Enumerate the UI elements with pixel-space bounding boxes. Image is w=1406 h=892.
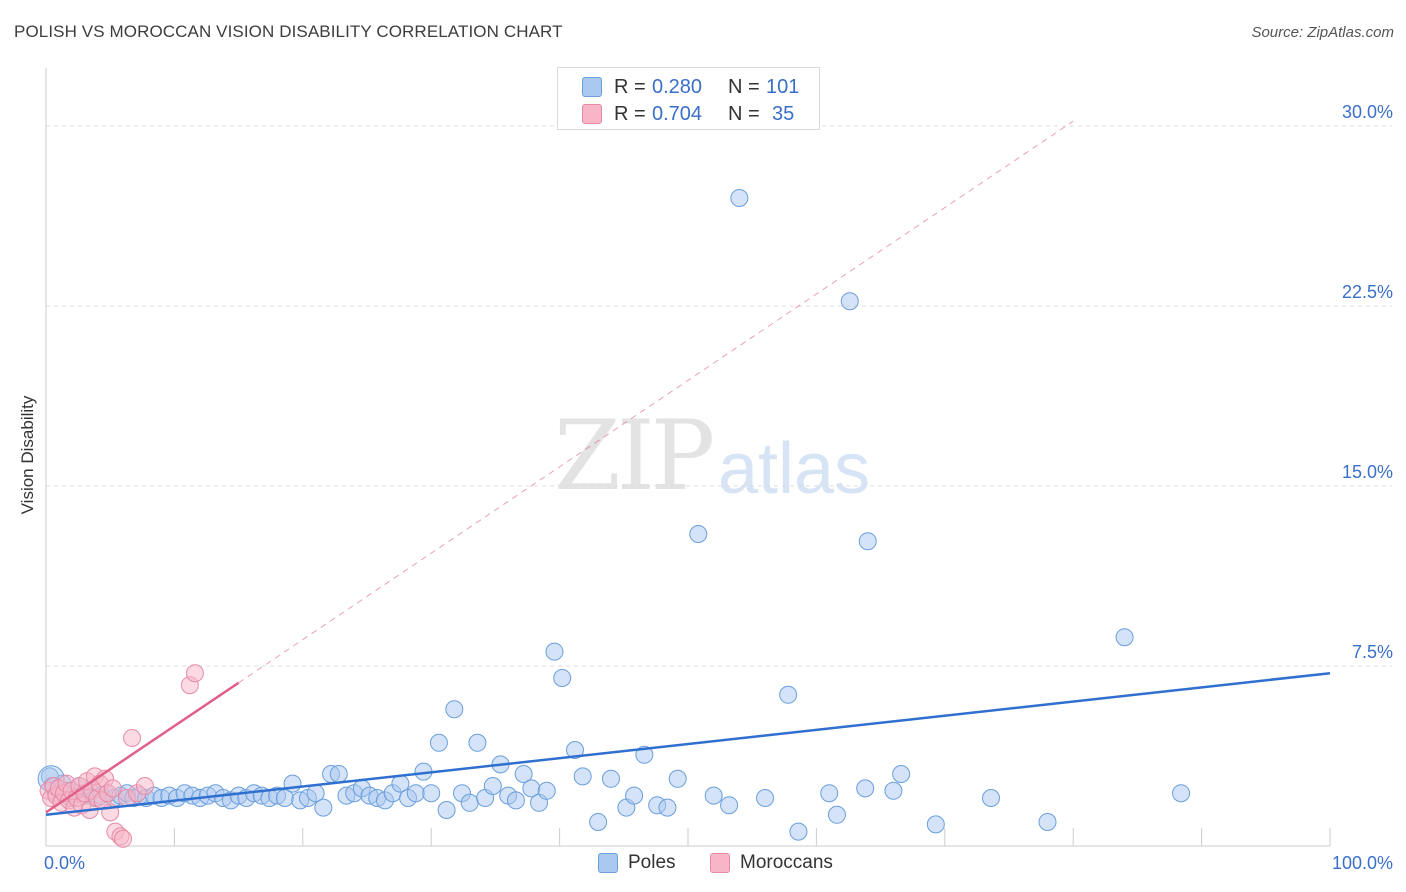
axis-layer: [45, 68, 1331, 847]
poles-point: [406, 784, 425, 803]
poles-point: [329, 765, 348, 783]
poles-point: [445, 700, 464, 719]
poles-point: [468, 733, 487, 752]
poles-point: [566, 741, 585, 759]
moroccans-point: [103, 779, 122, 798]
poles-point: [635, 745, 654, 764]
poles-point: [553, 669, 572, 687]
moroccans-n-value: 35: [772, 102, 795, 125]
poles-legend-swatch: [598, 853, 618, 873]
poles-point: [658, 798, 677, 817]
source-label: Source: ZipAtlas.com: [1251, 24, 1394, 41]
poles-r-label: R =: [614, 75, 646, 98]
poles-point: [437, 801, 456, 819]
moroccans-point: [114, 829, 133, 848]
y-tick-label: 15.0%: [1342, 462, 1393, 482]
moroccans-point: [185, 664, 204, 683]
y-axis-label: Vision Disability: [18, 395, 37, 515]
trend-line-layer: [238, 120, 1074, 684]
poles-point: [789, 822, 808, 841]
poles-point: [506, 791, 525, 810]
poles-point: [314, 798, 333, 817]
poles-point: [1038, 813, 1057, 831]
poles-point: [601, 769, 620, 788]
poles-point: [1172, 784, 1191, 803]
poles-point: [856, 779, 875, 798]
poles-n-label: N =: [728, 75, 760, 98]
poles-swatch: [582, 77, 602, 97]
moroccans-r-value: 0.704: [652, 102, 703, 125]
moroccans-n-label: N =: [728, 102, 760, 125]
y-tick-label: 7.5%: [1352, 642, 1393, 662]
poles-point: [720, 796, 739, 815]
poles-point: [704, 786, 723, 805]
poles-point: [429, 733, 448, 752]
poles-point: [625, 786, 644, 805]
poles-point: [573, 767, 592, 786]
poles-point: [422, 784, 441, 803]
poles-point: [483, 777, 502, 795]
legend-item-poles[interactable]: Poles: [598, 852, 676, 874]
poles-point: [840, 292, 859, 311]
watermark-zip: ZIP: [554, 400, 715, 512]
chart-title: POLISH VS MOROCCAN VISION DISABILITY COR…: [14, 22, 563, 41]
moroccans-legend-label: Moroccans: [740, 852, 833, 873]
poles-point: [926, 815, 945, 834]
poles-point: [892, 765, 911, 783]
poles-point: [756, 789, 775, 807]
y-tick-label: 22.5%: [1342, 282, 1393, 302]
poles-point: [730, 189, 749, 207]
poles-point: [884, 781, 903, 800]
series-legend: Poles Moroccans: [0, 852, 1406, 876]
moroccans-r-label: R =: [614, 102, 646, 125]
legend-row-poles: R = 0.280 N = 101: [582, 75, 799, 99]
poles-legend-label: Poles: [628, 852, 676, 873]
poles-point: [589, 813, 608, 831]
moroccans-point: [123, 729, 142, 747]
poles-points: [37, 189, 1191, 841]
poles-point: [1115, 628, 1134, 647]
correlation-legend: R = 0.280 N = 101 R = 0.704 N = 35: [557, 67, 820, 130]
x-tick-label-min: 0.0%: [44, 853, 85, 873]
poles-point: [858, 532, 877, 551]
poles-point: [537, 781, 556, 800]
poles-point: [820, 784, 839, 803]
watermark-atlas: atlas: [718, 429, 871, 509]
poles-r-value: 0.280: [652, 75, 703, 98]
moroccans-trend-line: [45, 681, 240, 814]
tick-label-layer: 7.5% 15.0% 22.5% 30.0% 0.0% 100.0%: [44, 102, 1393, 873]
moroccans-points: [39, 664, 204, 848]
poles-point: [514, 765, 533, 783]
x-tick-label-max: 100.0%: [1332, 853, 1393, 873]
moroccans-trend-extension: [238, 120, 1074, 684]
moroccans-legend-swatch: [710, 853, 730, 873]
poles-trend-line: [45, 671, 1331, 817]
moroccans-swatch: [582, 104, 602, 124]
poles-point: [827, 805, 846, 824]
poles-point: [668, 769, 687, 788]
legend-item-moroccans[interactable]: Moroccans: [710, 852, 833, 874]
poles-n-value: 101: [766, 75, 800, 98]
grid-layer: [46, 125, 1392, 667]
poles-point: [283, 774, 302, 793]
y-tick-label: 30.0%: [1342, 102, 1393, 122]
poles-point: [545, 642, 564, 661]
poles-point: [460, 793, 479, 812]
poles-point: [779, 685, 798, 704]
legend-row-moroccans: R = 0.704 N = 35: [582, 102, 794, 126]
poles-point: [689, 525, 708, 543]
poles-point: [982, 789, 1001, 807]
moroccans-point: [135, 777, 154, 795]
